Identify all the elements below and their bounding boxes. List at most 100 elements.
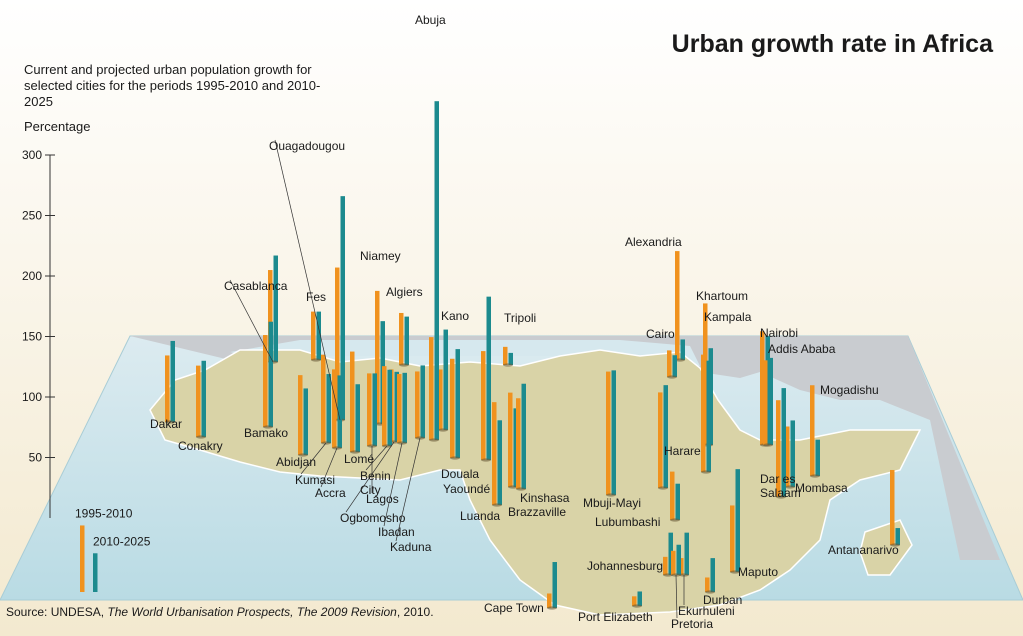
bar-2010-2025-lom- [355, 384, 360, 452]
bar-base-fes [311, 358, 321, 362]
city-label-ibadan: Ibadan [378, 525, 415, 539]
bar-base-bamako [263, 425, 273, 429]
bar-2010-2025-khartoum [706, 360, 711, 472]
bar-1995-2010-dakar [165, 355, 170, 422]
y-axis: 50 100 150 200 250 300 [22, 148, 55, 518]
bar-2010-2025-bamako [268, 321, 273, 427]
bar-1995-2010-kinshasa [508, 392, 513, 487]
city-label-kaduna: Kaduna [390, 540, 432, 554]
legend-swatch-2010-2025 [93, 553, 98, 592]
bar-1995-2010-khartoum [701, 354, 706, 472]
legend-swatch-1995-2010 [80, 525, 85, 592]
city-label-dar-es-salaam: Dar es Salaam [760, 472, 801, 500]
bar-2010-2025-fes [316, 311, 321, 360]
bar-base-maputo [730, 570, 740, 574]
city-label-line: Salaam [760, 486, 801, 500]
bar-1995-2010-kumasi [321, 354, 326, 443]
chart-subtitle: Current and projected urban population g… [24, 62, 321, 109]
bar-1995-2010-casablanca [268, 270, 273, 362]
city-label-line: Benin [360, 469, 391, 483]
y-tick-label: 250 [22, 209, 42, 223]
bar-2010-2025-kaduna [420, 365, 425, 438]
city-label-ogbomosho: Ogbomosho [340, 511, 406, 525]
bar-2010-2025-port-elizabeth [637, 591, 642, 606]
city-label-nairobi: Nairobi [760, 326, 798, 340]
bar-1995-2010-lubumbashi [658, 392, 663, 488]
bar-1995-2010-algiers [399, 312, 404, 365]
city-label-ouagadougou: Ouagadougou [269, 139, 345, 153]
source-suffix: , 2010. [396, 605, 434, 619]
bar-1995-2010-tripoli [503, 346, 508, 365]
bar-base-johannesburg [663, 573, 673, 577]
bar-1995-2010-cape-town [547, 593, 552, 608]
bar-2010-2025-alexandria [680, 339, 685, 360]
y-tick-label: 150 [22, 330, 42, 344]
bar-1995-2010-abidjan [298, 375, 303, 455]
bar-base-douala [450, 456, 460, 460]
bar-2010-2025-pretoria [676, 544, 681, 575]
y-tick-label: 50 [29, 451, 43, 465]
city-label-alexandria: Alexandria [625, 235, 682, 249]
bar-2010-2025-antananarivo [895, 528, 900, 545]
bar-base-yaound- [481, 458, 491, 462]
bar-1995-2010-niamey [375, 290, 380, 424]
y-tick-label: 200 [22, 269, 42, 283]
bar-2010-2025-ibadan [402, 372, 407, 443]
bar-1995-2010-mbuji-mayi [606, 371, 611, 495]
city-label-brazzaville: Brazzaville [508, 505, 566, 519]
bar-1995-2010-ekurhuleni [679, 558, 684, 575]
city-label-khartoum: Khartoum [696, 289, 748, 303]
bar-2010-2025-ouagadougou [340, 196, 345, 420]
city-label-mombasa: Mombasa [795, 481, 848, 495]
city-label-luanda: Luanda [460, 509, 500, 523]
bar-base-cairo [667, 375, 677, 379]
bar-1995-2010-brazzaville [516, 398, 521, 489]
bar-1995-2010-mogadishu [810, 385, 815, 476]
bar-2010-2025-cape-town [552, 562, 557, 608]
bar-2010-2025-algiers [404, 316, 409, 365]
city-label-mogadishu: Mogadishu [820, 383, 879, 397]
city-labels: Fes Alexandria Casablanca Algiers Tripoli Cai… [150, 13, 899, 631]
bar-1995-2010-pretoria [671, 550, 676, 575]
bar-1995-2010-alexandria [675, 251, 680, 360]
y-tick-label: 100 [22, 390, 42, 404]
bar-base-cape-town [547, 606, 557, 610]
bars [165, 101, 900, 610]
bar-2010-2025-johannesburg [668, 532, 673, 575]
bar-base-mbuji-mayi [606, 493, 616, 497]
bar-base-abidjan [298, 453, 308, 457]
bar-2010-2025-conakry [201, 360, 206, 437]
city-label-benin-city: Benin City [360, 469, 391, 497]
leader-ibadan [383, 442, 403, 527]
bar-1995-2010-cairo [667, 350, 672, 377]
bar-base-antananarivo [890, 543, 900, 547]
bar-base-dar-es-salaam [776, 495, 786, 499]
city-label-fes: Fes [306, 290, 326, 304]
city-label-addis-ababa: Addis Ababa [768, 342, 836, 356]
bar-base-luanda [492, 503, 502, 507]
source-note: Source: UNDESA, The World Urbanisation P… [6, 605, 434, 619]
bar-1995-2010-ouagadougou [335, 267, 340, 420]
bar-1995-2010-yaound- [481, 351, 486, 460]
city-label-cape-town: Cape Town [484, 601, 544, 615]
bar-2010-2025-mogadishu [815, 439, 820, 476]
bar-base-alexandria [675, 358, 685, 362]
source-title: The World Urbanisation Prospects, The 20… [107, 605, 397, 619]
city-label-ekurhuleni: Ekurhuleni [678, 604, 735, 618]
bar-base-lom- [350, 450, 360, 454]
bar-2010-2025-yaound- [486, 296, 491, 460]
bar-1995-2010-mombasa [785, 426, 790, 487]
bar-1995-2010-lagos [367, 373, 372, 446]
bar-1995-2010-douala [450, 358, 455, 458]
bar-1995-2010-benin-city [382, 366, 387, 446]
bar-2010-2025-ekurhuleni [684, 532, 689, 575]
bar-2010-2025-abidjan [303, 388, 308, 455]
bar-2010-2025-benin-city [387, 369, 392, 446]
bar-1995-2010-harare [670, 471, 675, 520]
mediterranean [230, 340, 700, 366]
bar-2010-2025-casablanca [273, 255, 278, 362]
bar-1995-2010-nairobi [760, 331, 765, 445]
city-label-pretoria: Pretoria [671, 617, 713, 631]
bar-2010-2025-lubumbashi [663, 385, 668, 488]
